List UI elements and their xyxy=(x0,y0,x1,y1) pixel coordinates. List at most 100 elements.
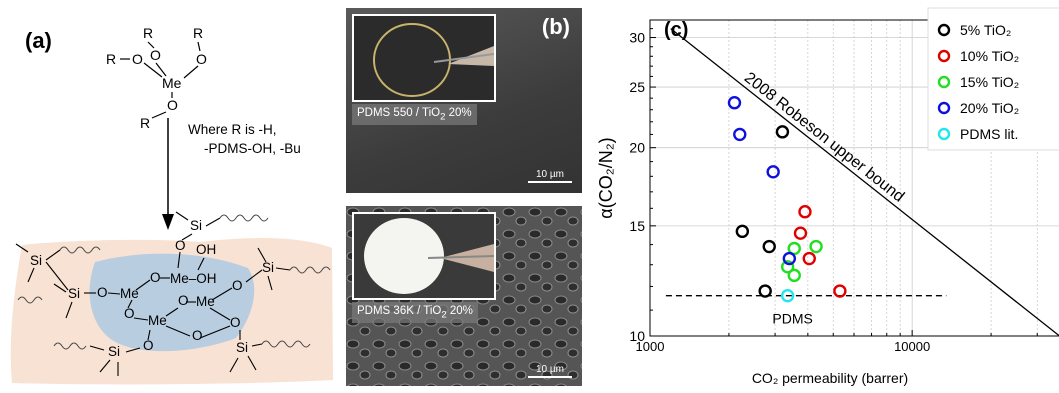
me-atom: Me xyxy=(148,313,167,328)
x-tick-label: 1000 xyxy=(636,339,665,354)
r-group: R xyxy=(193,25,203,41)
where-r-line2: -PDMS-OH, -Bu xyxy=(204,141,301,156)
oxygen-atom: O xyxy=(232,278,243,293)
scale-label: 10 µm xyxy=(536,364,564,375)
bottom-image-caption: PDMS 36K / TiO2 20% xyxy=(352,302,478,324)
down-arrow-icon xyxy=(162,118,174,230)
data-point-series-0 xyxy=(775,125,790,139)
caption-text: PDMS 36K / TiO xyxy=(357,305,442,317)
tio2-domain xyxy=(89,253,255,352)
pdms-reference-label: PDMS xyxy=(772,311,812,327)
scale-label: 10 µm xyxy=(536,169,564,180)
si-atom: Si xyxy=(68,286,80,301)
y-tick-label: 20 xyxy=(629,140,645,156)
panel-b: (b) PDMS 550 / TiO2 20% 10 µm xyxy=(346,8,584,386)
panel-c: 1000 10000 10 15 20 25 30 (c) α(CO₂/N₂) CO₂ pe… xyxy=(590,0,1059,388)
panel-c-label: (c) xyxy=(664,19,688,41)
data-point-series-2 xyxy=(780,260,795,274)
data-point-series-1 xyxy=(798,205,812,219)
caption-subscript: 2 xyxy=(441,309,447,321)
membrane-photo xyxy=(373,23,494,97)
r-group: R xyxy=(140,115,150,131)
y-tick-label: 30 xyxy=(629,30,645,46)
top-image-caption: PDMS 550 / TiO2 20% xyxy=(352,104,477,126)
sem-image-bottom: PDMS 36K / TiO2 20% 10 µm xyxy=(346,206,582,386)
membrane-photo-inset xyxy=(352,14,496,102)
caption-text: PDMS 550 / TiO xyxy=(357,107,441,119)
robeson-bound-label: 2008 Robeson upper bound xyxy=(741,69,907,205)
oh-group: OH xyxy=(196,242,216,257)
legend-marker xyxy=(937,127,951,141)
si-atom: Si xyxy=(262,260,274,275)
oxygen-atom: O xyxy=(97,285,108,300)
oxygen-atom: O xyxy=(124,306,135,321)
me-atom: Me xyxy=(196,294,215,309)
legend-entry: 15% TiO₂ xyxy=(960,74,1019,90)
legend-marker xyxy=(937,75,951,89)
metal-center: Me xyxy=(162,75,182,91)
legend-entry: 20% TiO₂ xyxy=(960,100,1019,116)
scale-line xyxy=(528,181,572,183)
data-point-series-0 xyxy=(735,224,750,239)
r-group: R xyxy=(106,51,116,67)
legend-marker xyxy=(937,49,951,63)
plot-frame xyxy=(649,19,1059,337)
oxygen-atom: O xyxy=(196,51,207,67)
data-point-series-2 xyxy=(809,239,823,254)
oxygen-atom: O xyxy=(150,270,161,285)
scale-line xyxy=(528,376,572,378)
si-atom: Si xyxy=(190,218,202,233)
reference-lines xyxy=(665,28,1059,337)
data-point-series-0 xyxy=(762,239,776,254)
si-atom: Si xyxy=(30,253,42,268)
x-axis-label: CO₂ permeability (barrer) xyxy=(752,370,908,386)
oxygen-atom: O xyxy=(132,51,143,67)
robeson-upper-bound-line xyxy=(670,28,1059,337)
legend-marker xyxy=(937,23,951,37)
data-point-series-3 xyxy=(782,251,797,266)
chemical-structure-figure: (a) R R R R O O O O Me Where R is -H, -P… xyxy=(10,25,333,385)
data-point-series-0 xyxy=(758,284,772,298)
y-tick-label: 10 xyxy=(629,328,645,344)
scale-bar: 10 µm xyxy=(528,169,572,183)
oxygen-atom: O xyxy=(150,47,161,63)
data-point-series-2 xyxy=(787,268,801,283)
legend-entry: PDMS lit. xyxy=(960,126,1018,142)
y-tick-label: 15 xyxy=(629,218,645,234)
oxygen-atom: O xyxy=(143,338,154,353)
membrane-photo-inset xyxy=(352,212,496,300)
membrane-photo xyxy=(364,218,494,294)
caption-subscript: 2 xyxy=(440,111,446,123)
me-oh-group: Me–OH xyxy=(170,271,217,286)
legend-entry: 10% TiO₂ xyxy=(960,48,1019,64)
si-atom: Si xyxy=(236,340,248,355)
si-atom: Si xyxy=(108,344,120,359)
data-points xyxy=(727,96,847,303)
data-point-series-1 xyxy=(802,251,816,266)
y-axis-label: α(CO₂/N₂) xyxy=(596,137,616,218)
r-group: R xyxy=(143,25,153,41)
caption-tail: 20% xyxy=(446,305,473,317)
panel-a-label: (a) xyxy=(25,28,52,53)
panel-b-label: (b) xyxy=(541,14,570,39)
data-point-series-4 xyxy=(780,288,795,303)
oxygen-atom: O xyxy=(175,238,186,253)
data-point-series-1 xyxy=(833,284,847,298)
oxygen-atom: O xyxy=(230,315,241,330)
me-atom: Me xyxy=(120,286,139,301)
polymer-chains xyxy=(17,214,331,350)
sem-image-top: (b) PDMS 550 / TiO2 20% 10 µm xyxy=(346,8,582,193)
legend-entry: 5% TiO₂ xyxy=(960,22,1011,38)
data-point-series-3 xyxy=(733,127,747,142)
y-tick-label: 25 xyxy=(629,79,645,95)
data-point-series-1 xyxy=(793,226,808,240)
x-tick-label: 10000 xyxy=(894,339,930,354)
network-bonds xyxy=(15,211,291,376)
tio2-network: Si Si Si Si Si Si Me Me–OH Me Me OH O O … xyxy=(30,218,274,359)
data-point-series-3 xyxy=(766,165,780,179)
permeability-selectivity-chart: 1000 10000 10 15 20 25 30 (c) α(CO₂/N₂) CO₂ pe… xyxy=(596,7,1059,386)
where-r-line1: Where R is -H, xyxy=(188,122,277,137)
axis-ticks: 1000 10000 10 15 20 25 30 xyxy=(629,19,1038,354)
legend-marker xyxy=(937,101,951,115)
me-alkoxide-molecule: R R R R O O O O Me xyxy=(106,25,207,131)
